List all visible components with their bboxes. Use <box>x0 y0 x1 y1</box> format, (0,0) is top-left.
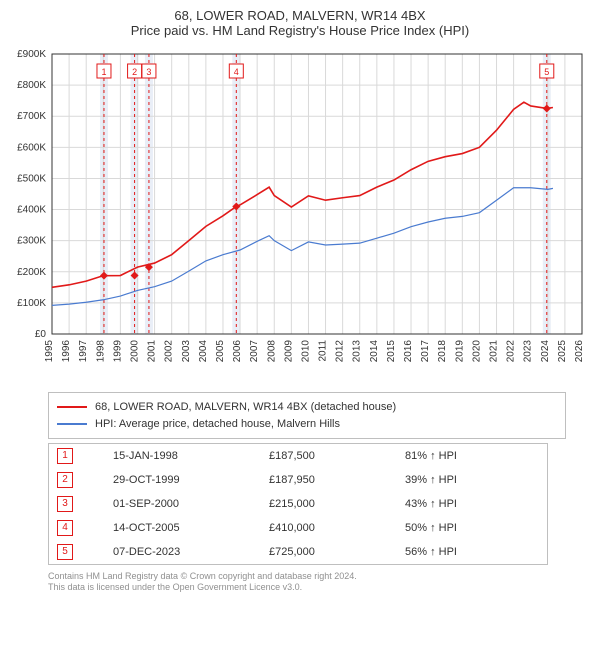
svg-text:2019: 2019 <box>454 340 465 363</box>
tx-date: 14-OCT-2005 <box>105 516 261 540</box>
legend: 68, LOWER ROAD, MALVERN, WR14 4BX (detac… <box>48 392 566 439</box>
footer-line-2: This data is licensed under the Open Gov… <box>48 582 548 593</box>
svg-text:2015: 2015 <box>386 340 397 363</box>
tx-date: 01-SEP-2000 <box>105 492 261 516</box>
svg-text:2026: 2026 <box>574 340 585 363</box>
svg-text:2006: 2006 <box>232 340 243 363</box>
svg-text:4: 4 <box>234 67 239 77</box>
tx-pct: 50% ↑ HPI <box>397 516 548 540</box>
chart-svg: £0 £100K £200K £300K £400K £500K £600K £700K £80… <box>8 44 592 384</box>
table-row: 4 14-OCT-2005£410,00050% ↑ HPI <box>49 516 548 540</box>
svg-text:1999: 1999 <box>112 340 123 363</box>
svg-text:2022: 2022 <box>506 340 517 363</box>
tx-price: £410,000 <box>261 516 397 540</box>
tx-pct: 39% ↑ HPI <box>397 468 548 492</box>
legend-row-property: 68, LOWER ROAD, MALVERN, WR14 4BX (detac… <box>57 399 557 416</box>
tx-price: £215,000 <box>261 492 397 516</box>
tx-date: 15-JAN-1998 <box>105 444 261 469</box>
svg-text:2024: 2024 <box>540 340 551 363</box>
svg-text:2011: 2011 <box>318 340 329 362</box>
attribution: Contains HM Land Registry data © Crown c… <box>48 571 548 593</box>
svg-text:£800K: £800K <box>17 80 46 91</box>
svg-text:£400K: £400K <box>17 205 46 216</box>
svg-text:2012: 2012 <box>335 340 346 363</box>
svg-text:2020: 2020 <box>471 340 482 363</box>
tx-number-badge: 4 <box>57 520 73 536</box>
svg-text:3: 3 <box>146 67 151 77</box>
table-row: 1 15-JAN-1998£187,50081% ↑ HPI <box>49 444 548 469</box>
title-line-2: Price paid vs. HM Land Registry's House … <box>8 23 592 38</box>
svg-text:2013: 2013 <box>352 340 363 363</box>
tx-price: £725,000 <box>261 540 397 565</box>
svg-text:1996: 1996 <box>61 340 72 363</box>
svg-text:2007: 2007 <box>249 340 260 363</box>
title-line-1: 68, LOWER ROAD, MALVERN, WR14 4BX <box>8 8 592 23</box>
svg-text:2001: 2001 <box>147 340 158 363</box>
tx-pct: 81% ↑ HPI <box>397 444 548 469</box>
svg-text:2009: 2009 <box>283 340 294 363</box>
price-chart: £0 £100K £200K £300K £400K £500K £600K £700K £80… <box>8 44 592 384</box>
svg-text:£200K: £200K <box>17 267 46 278</box>
svg-text:1: 1 <box>101 67 106 77</box>
svg-text:2025: 2025 <box>557 340 568 363</box>
svg-text:£700K: £700K <box>17 111 46 122</box>
chart-title: 68, LOWER ROAD, MALVERN, WR14 4BX Price … <box>8 8 592 38</box>
tx-price: £187,500 <box>261 444 397 469</box>
svg-text:£500K: £500K <box>17 173 46 184</box>
svg-text:2003: 2003 <box>181 340 192 363</box>
tx-number-badge: 2 <box>57 472 73 488</box>
legend-swatch <box>57 406 87 408</box>
tx-number-badge: 5 <box>57 544 73 560</box>
transactions-table: 1 15-JAN-1998£187,50081% ↑ HPI 2 29-OCT-199… <box>48 443 548 565</box>
legend-label: HPI: Average price, detached house, Malv… <box>95 416 340 433</box>
svg-text:2005: 2005 <box>215 340 226 363</box>
table-row: 5 07-DEC-2023£725,00056% ↑ HPI <box>49 540 548 565</box>
footer-line-1: Contains HM Land Registry data © Crown c… <box>48 571 548 582</box>
table-row: 2 29-OCT-1999£187,95039% ↑ HPI <box>49 468 548 492</box>
legend-row-hpi: HPI: Average price, detached house, Malv… <box>57 416 557 433</box>
svg-text:2000: 2000 <box>129 340 140 363</box>
svg-text:1997: 1997 <box>78 340 89 363</box>
svg-text:£300K: £300K <box>17 236 46 247</box>
tx-pct: 56% ↑ HPI <box>397 540 548 565</box>
svg-text:£0: £0 <box>35 329 47 340</box>
svg-text:2021: 2021 <box>489 340 500 363</box>
svg-text:£100K: £100K <box>17 298 46 309</box>
svg-text:£600K: £600K <box>17 142 46 153</box>
legend-swatch <box>57 423 87 425</box>
svg-text:2008: 2008 <box>266 340 277 363</box>
tx-price: £187,950 <box>261 468 397 492</box>
legend-label: 68, LOWER ROAD, MALVERN, WR14 4BX (detac… <box>95 399 396 416</box>
svg-text:1998: 1998 <box>95 340 106 363</box>
svg-text:2010: 2010 <box>300 340 311 363</box>
tx-number-badge: 1 <box>57 448 73 464</box>
svg-text:2: 2 <box>132 67 137 77</box>
svg-text:2023: 2023 <box>523 340 534 363</box>
svg-text:2017: 2017 <box>420 340 431 363</box>
svg-text:£900K: £900K <box>17 49 46 60</box>
table-row: 3 01-SEP-2000£215,00043% ↑ HPI <box>49 492 548 516</box>
tx-date: 07-DEC-2023 <box>105 540 261 565</box>
svg-text:5: 5 <box>544 67 549 77</box>
svg-text:2002: 2002 <box>164 340 175 363</box>
tx-pct: 43% ↑ HPI <box>397 492 548 516</box>
svg-text:2018: 2018 <box>437 340 448 363</box>
svg-text:2014: 2014 <box>369 340 380 363</box>
svg-text:2004: 2004 <box>198 340 209 363</box>
tx-date: 29-OCT-1999 <box>105 468 261 492</box>
tx-number-badge: 3 <box>57 496 73 512</box>
svg-text:1995: 1995 <box>44 340 55 363</box>
svg-text:2016: 2016 <box>403 340 414 363</box>
